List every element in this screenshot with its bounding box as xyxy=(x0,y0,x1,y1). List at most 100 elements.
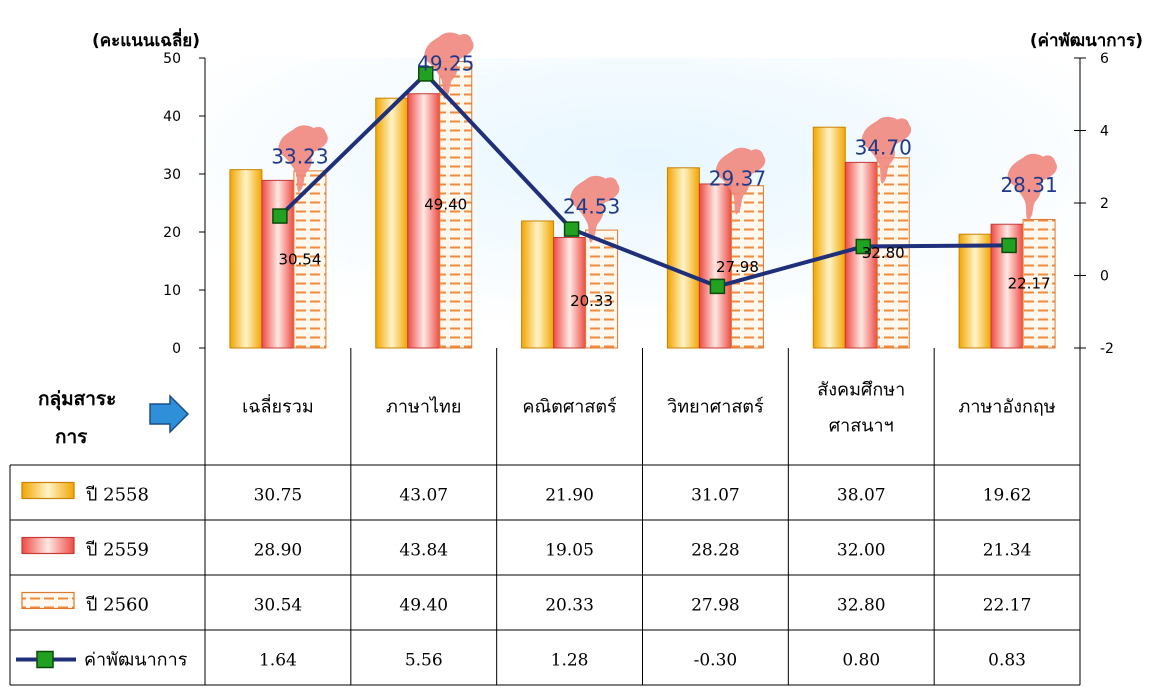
bar-1 xyxy=(666,167,700,349)
table-cell: 19.62 xyxy=(983,486,1032,506)
table-cell: 19.05 xyxy=(545,541,594,561)
table-cell: 1.28 xyxy=(551,651,589,671)
development-point xyxy=(272,208,288,224)
table-cell: 30.75 xyxy=(254,486,303,506)
y-tick-label-left: 40 xyxy=(163,109,181,125)
province-score-label: 28.31 xyxy=(1000,173,1057,197)
development-line-path xyxy=(278,71,1010,289)
category-label: ภาษาไทย xyxy=(386,396,461,418)
table-cell: 32.00 xyxy=(837,541,886,561)
thailand-map-icon xyxy=(278,125,328,193)
bar-2 xyxy=(844,161,878,349)
bar-value-label: 30.54 xyxy=(278,250,321,268)
legend-label: ปี 2558 xyxy=(86,485,149,506)
development-point xyxy=(855,238,871,255)
bar-3 xyxy=(585,229,619,349)
province-score-label: 49.25 xyxy=(417,51,474,75)
y-tick-label-left: 50 xyxy=(163,51,181,67)
province-score-label: 29.37 xyxy=(709,167,766,191)
thailand-map-icon xyxy=(716,147,766,215)
y-tick-label-left: 0 xyxy=(172,341,181,357)
table-cell: 28.90 xyxy=(254,541,303,561)
data-table: เฉลี่ยรวม ภาษาไทย คณิตศาสตร์ วิทยาศาสตร์ สัง… xyxy=(9,348,1081,686)
table-cell: 22.17 xyxy=(983,596,1032,616)
axes: 0 10 20 30 40 50 -2 0 2 4 6 xyxy=(163,51,1114,357)
category-label: ภาษาอังกฤษ xyxy=(958,397,1055,418)
table-cell: 38.07 xyxy=(837,486,886,506)
province-markers xyxy=(278,32,1057,243)
legend-swatch xyxy=(21,536,75,555)
group-label-line-1: กลุ่มสาระ xyxy=(38,388,116,411)
bar-value-label: 20.33 xyxy=(570,292,613,310)
bar-value-label: 49.40 xyxy=(424,196,467,214)
development-line xyxy=(272,66,1017,295)
table-cell: 0.80 xyxy=(842,651,880,671)
legend-swatch xyxy=(21,481,75,500)
plot-background xyxy=(205,58,1080,348)
bar-1 xyxy=(375,97,409,349)
y-tick-label-right: 2 xyxy=(1100,196,1109,212)
bar-2 xyxy=(698,183,732,349)
table-cell: 43.84 xyxy=(399,541,448,561)
table-cell: -0.30 xyxy=(694,651,738,671)
y-axis-right-title: (ค่าพัฒนาการ) xyxy=(1030,31,1143,51)
bar-1 xyxy=(229,169,263,349)
table-cell: 27.98 xyxy=(691,596,740,616)
legend-label: ค่าพัฒนาการ xyxy=(84,650,188,671)
bar-3 xyxy=(1022,218,1056,349)
table-cell: 30.54 xyxy=(254,596,303,616)
y-tick-label-right: -2 xyxy=(1100,341,1114,357)
category-label: คณิตศาสตร์ xyxy=(522,397,617,418)
table-cell: 21.90 xyxy=(545,486,594,506)
table-cell: 5.56 xyxy=(405,651,443,671)
category-label: วิทยาศาสตร์ xyxy=(667,397,764,418)
y-tick-label-left: 30 xyxy=(163,167,181,183)
bar-1 xyxy=(958,233,992,349)
bar-1 xyxy=(521,220,555,349)
thailand-map-icon xyxy=(861,116,912,184)
y-tick-label-right: 0 xyxy=(1100,269,1109,285)
legend-marker-swatch xyxy=(36,650,54,669)
y-tick-label-left: 10 xyxy=(163,283,181,299)
chart-labels: (คะแนนเฉลี่ย) (ค่าพัฒนาการ) 30.54 49.40 20.3… xyxy=(92,28,1143,310)
arrow-right-icon xyxy=(149,394,190,434)
development-point xyxy=(709,278,726,295)
bars xyxy=(229,60,1056,349)
table-cell: 31.07 xyxy=(691,486,740,506)
category-label: สังคมศึกษา xyxy=(817,380,905,401)
development-point xyxy=(418,66,434,82)
development-point xyxy=(1001,237,1017,254)
legend-swatch xyxy=(21,591,75,610)
bar-3 xyxy=(293,170,327,349)
y-axis-left-title: (คะแนนเฉลี่ย) xyxy=(92,28,200,51)
table-cell: 28.28 xyxy=(691,541,740,561)
y-tick-label-right: 6 xyxy=(1100,51,1109,67)
group-label-line-2: การ xyxy=(55,426,88,448)
development-point xyxy=(563,221,580,237)
bar-1 xyxy=(812,126,846,349)
table-cell: 49.40 xyxy=(399,596,448,616)
table-cell: 32.80 xyxy=(837,596,886,616)
y-tick-label-right: 4 xyxy=(1100,124,1109,140)
table-cell: 1.64 xyxy=(259,651,297,671)
table-cell: 43.07 xyxy=(399,486,448,506)
table-cell: 21.34 xyxy=(983,541,1032,561)
province-score-label: 24.53 xyxy=(563,195,620,219)
province-score-label: 33.23 xyxy=(271,144,328,168)
thailand-map-icon xyxy=(424,32,474,100)
thailand-map-icon xyxy=(1007,153,1057,221)
legend-label: ปี 2560 xyxy=(86,595,149,616)
bar-value-label: 22.17 xyxy=(1008,275,1051,293)
bar-value-label: 27.98 xyxy=(716,258,759,276)
bar-value-label: 32.80 xyxy=(862,244,905,262)
category-label: เฉลี่ยรวม xyxy=(242,394,314,418)
table-cell: 0.83 xyxy=(988,651,1026,671)
thailand-map-icon xyxy=(570,175,620,243)
legend-label: ปี 2559 xyxy=(86,540,149,561)
y-tick-label-left: 20 xyxy=(163,225,181,241)
table-cell: 20.33 xyxy=(545,596,594,616)
category-label: ศาสนาฯ xyxy=(829,416,894,437)
province-score-label: 34.70 xyxy=(855,136,912,160)
